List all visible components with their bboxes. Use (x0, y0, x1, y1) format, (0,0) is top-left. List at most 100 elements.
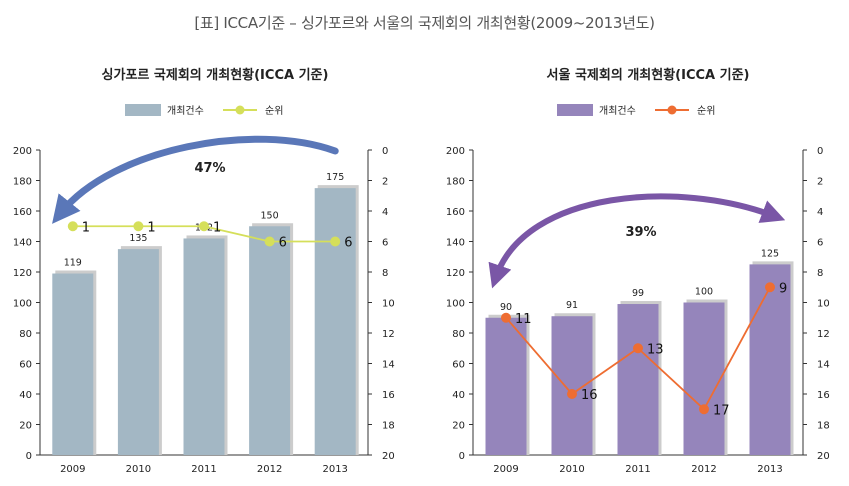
seoul-y2-tick-label: 2 (817, 177, 823, 188)
seoul-y-tick-label: 160 (446, 207, 465, 218)
singapore-bar (117, 249, 159, 455)
seoul-rank-label: 17 (713, 403, 730, 418)
seoul-y2-tick-label: 18 (817, 421, 830, 432)
singapore-bar-value-label: 150 (261, 210, 279, 221)
seoul-bar (617, 304, 659, 455)
singapore-bar (249, 226, 291, 455)
singapore-growth-label: 47% (194, 161, 225, 176)
singapore-rank-point (133, 221, 144, 232)
singapore-rank-point (67, 221, 78, 232)
seoul-rank-label: 16 (581, 388, 598, 403)
seoul-y2-tick-label: 12 (817, 329, 830, 340)
seoul-y-tick-label: 40 (452, 390, 465, 401)
seoul-y2-tick-label: 0 (817, 146, 823, 157)
seoul-rank-point (501, 312, 511, 323)
seoul-bar-value-label: 91 (566, 300, 578, 311)
seoul-x-tick-label: 2010 (559, 464, 584, 475)
seoul-bar (683, 302, 725, 455)
seoul-y2-tick-label: 4 (817, 207, 823, 218)
seoul-y-tick-label: 60 (452, 360, 465, 371)
seoul-y-tick-label: 100 (446, 299, 465, 310)
seoul-y2-tick-label: 14 (817, 360, 830, 371)
seoul-x-tick-label: 2012 (691, 464, 716, 475)
seoul-chart: 서울 국제회의 개최현황(ICCA 기준)개최건수 순위0204060801001… (446, 67, 830, 475)
singapore-x-tick-label: 2011 (191, 464, 216, 475)
singapore-y-tick-label: 120 (13, 268, 32, 279)
singapore-y-tick-label: 60 (19, 360, 32, 371)
seoul-rank-point (765, 282, 775, 293)
seoul-x-tick-label: 2011 (625, 464, 650, 475)
singapore-y2-tick-label: 16 (382, 390, 395, 401)
seoul-legend-line-marker (667, 105, 677, 115)
singapore-legend-bar-swatch (125, 104, 161, 116)
singapore-rank-point (330, 236, 341, 247)
seoul-rank-point (699, 404, 709, 415)
singapore-x-tick-label: 2010 (126, 464, 151, 475)
singapore-y2-tick-label: 2 (382, 177, 388, 188)
seoul-y-tick-label: 120 (446, 268, 465, 279)
seoul-y2-tick-label: 10 (817, 299, 830, 310)
seoul-y-tick-label: 80 (452, 329, 465, 340)
seoul-rank-point (567, 389, 577, 399)
singapore-y-tick-label: 40 (19, 390, 32, 401)
singapore-y-tick-label: 200 (13, 146, 32, 157)
singapore-x-tick-label: 2013 (322, 464, 347, 475)
seoul-y-tick-label: 140 (446, 238, 465, 249)
seoul-y2-tick-label: 8 (817, 268, 823, 279)
singapore-chart: 싱가포르 국제회의 개최현황(ICCA 기준)개최건수 순위02040608010… (13, 67, 395, 475)
singapore-y-tick-label: 0 (26, 451, 32, 462)
singapore-y2-tick-label: 8 (382, 268, 388, 279)
seoul-x-tick-label: 2009 (493, 464, 518, 475)
singapore-rank-point (264, 236, 275, 247)
seoul-y2-tick-label: 6 (817, 238, 823, 249)
singapore-legend-line-label: 순위 (265, 104, 283, 117)
seoul-legend-bar-swatch (557, 104, 593, 116)
singapore-y-tick-label: 80 (19, 329, 32, 340)
singapore-bar (183, 238, 225, 455)
singapore-chart-title: 싱가포르 국제회의 개최현황(ICCA 기준) (102, 67, 329, 83)
seoul-bar-value-label: 99 (632, 288, 644, 299)
seoul-y-tick-label: 0 (459, 451, 465, 462)
singapore-y2-tick-label: 12 (382, 329, 395, 340)
seoul-rank-label: 13 (647, 342, 664, 357)
singapore-y-tick-label: 100 (13, 299, 32, 310)
seoul-rank-label: 9 (779, 281, 787, 296)
seoul-bar-value-label: 125 (761, 248, 779, 259)
singapore-y2-tick-label: 20 (382, 451, 395, 462)
seoul-bar (551, 316, 593, 455)
singapore-bar (52, 273, 94, 455)
singapore-y2-tick-label: 0 (382, 146, 388, 157)
seoul-growth-arrow (488, 193, 786, 289)
singapore-legend-bar-label: 개최건수 (167, 105, 204, 117)
singapore-y-tick-label: 180 (13, 177, 32, 188)
singapore-bar-value-label: 175 (326, 172, 344, 183)
seoul-y-tick-label: 20 (452, 421, 465, 432)
singapore-y2-tick-label: 14 (382, 360, 395, 371)
seoul-y2-tick-label: 20 (817, 451, 830, 462)
singapore-rank-label: 6 (344, 236, 352, 251)
singapore-bar-value-label: 119 (64, 258, 82, 269)
seoul-legend-line-label: 순위 (697, 104, 715, 117)
singapore-bar-value-label: 135 (129, 233, 147, 244)
singapore-rank-label: 1 (213, 220, 221, 235)
seoul-rank-point (633, 343, 643, 354)
singapore-y-tick-label: 20 (19, 421, 32, 432)
singapore-rank-label: 1 (82, 220, 90, 235)
seoul-legend-bar-label: 개최건수 (599, 105, 636, 117)
singapore-legend-line-marker (235, 105, 245, 115)
seoul-x-tick-label: 2013 (757, 464, 782, 475)
singapore-y2-tick-label: 10 (382, 299, 395, 310)
singapore-x-tick-label: 2012 (257, 464, 282, 475)
page-title: [표] ICCA기준 – 싱가포르와 서울의 국제회의 개최현황(2009~20… (194, 14, 655, 32)
singapore-x-tick-label: 2009 (60, 464, 85, 475)
singapore-y-tick-label: 160 (13, 207, 32, 218)
seoul-growth-label: 39% (625, 225, 656, 240)
seoul-bar-value-label: 100 (695, 287, 713, 298)
singapore-rank-point (199, 221, 209, 232)
singapore-y-tick-label: 140 (13, 238, 32, 249)
singapore-y2-tick-label: 4 (382, 207, 388, 218)
singapore-y2-tick-label: 18 (382, 421, 395, 432)
singapore-bar (314, 188, 356, 455)
singapore-y2-tick-label: 6 (382, 238, 388, 249)
